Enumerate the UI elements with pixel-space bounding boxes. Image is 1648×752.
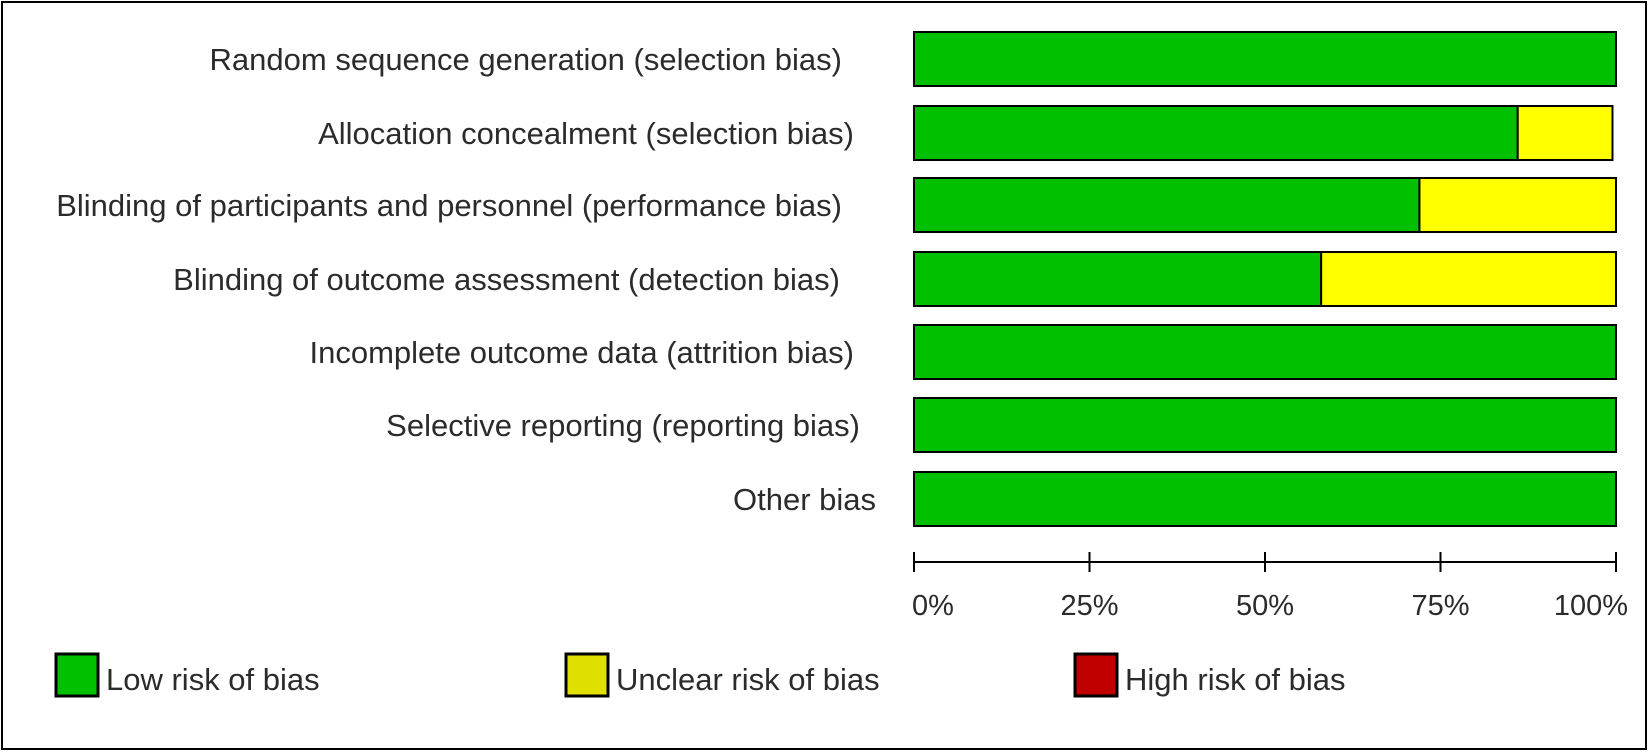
legend-swatch: [54, 652, 100, 698]
legend-label: Unclear risk of bias: [616, 662, 880, 697]
x-tick-label: 100%: [1554, 590, 1628, 622]
bar-segment: [913, 251, 1323, 307]
category-label: Blinding of outcome assessment (detectio…: [173, 262, 840, 297]
bar-segment: [913, 397, 1617, 453]
legend-swatch: [1073, 652, 1119, 698]
bar-segment: [1320, 251, 1618, 307]
bar-segment: [1516, 105, 1614, 161]
category-label: Other bias: [733, 482, 876, 517]
bar-segment: [913, 105, 1519, 161]
x-tick-label: 50%: [1236, 590, 1294, 622]
legend-label: High risk of bias: [1125, 662, 1346, 697]
legend-swatch: [564, 652, 610, 698]
category-label: Selective reporting (reporting bias): [386, 408, 860, 443]
x-tick-label: 25%: [1060, 590, 1118, 622]
legend-label: Low risk of bias: [106, 662, 320, 697]
bar-segment: [913, 177, 1421, 233]
bar-segment: [1418, 177, 1617, 233]
category-label: Allocation concealment (selection bias): [318, 116, 854, 151]
category-label: Incomplete outcome data (attrition bias): [310, 335, 855, 370]
bar-segment: [913, 31, 1617, 87]
bar-segment: [913, 471, 1617, 527]
x-tick-label: 0%: [912, 590, 954, 622]
category-label: Random sequence generation (selection bi…: [210, 42, 842, 77]
x-tick-label: 75%: [1411, 590, 1469, 622]
bar-segment: [913, 324, 1617, 380]
category-label: Blinding of participants and personnel (…: [56, 188, 842, 223]
